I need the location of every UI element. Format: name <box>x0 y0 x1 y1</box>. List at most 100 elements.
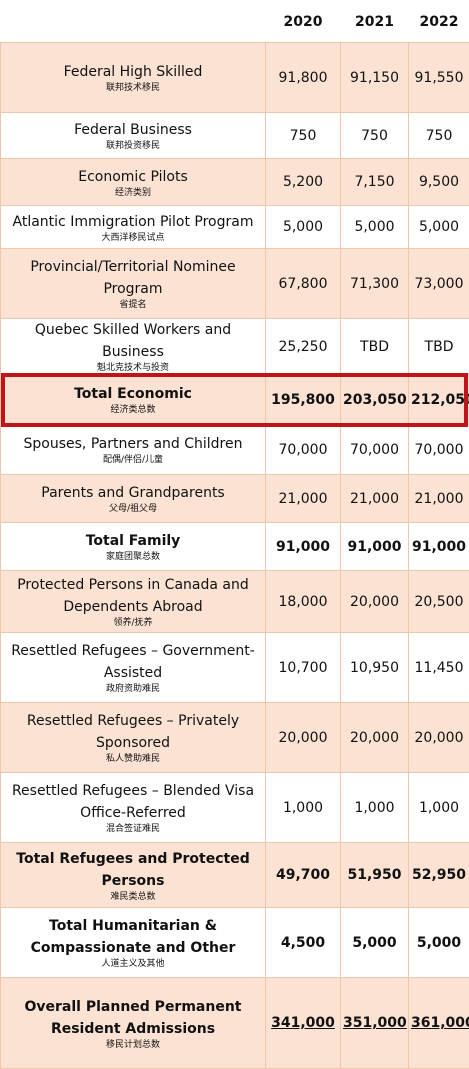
value-cell: 70,000 <box>266 425 341 475</box>
year-header: 2020 <box>266 1 341 43</box>
value-cell: 1,000 <box>266 773 341 843</box>
row-label: Total Humanitarian & Compassionate and O… <box>31 918 236 956</box>
value-cell: 20,000 <box>341 703 409 773</box>
value: 750 <box>426 128 453 144</box>
row-label-cell: Total Family 家庭团聚总数 <box>1 523 266 571</box>
value: 20,000 <box>350 730 399 746</box>
value: 5,000 <box>352 935 396 951</box>
row-label: Economic Pilots <box>78 169 187 185</box>
value: 10,950 <box>350 660 399 676</box>
value-cell: 20,000 <box>409 703 469 773</box>
value: 1,000 <box>354 800 394 816</box>
value: 20,000 <box>350 594 399 610</box>
value: 5,000 <box>354 219 394 235</box>
row-label: Resettled Refugees – Blended Visa Office… <box>12 783 254 821</box>
value: 21,000 <box>279 491 328 507</box>
row-label-cell: Resettled Refugees – Privately Sponsored… <box>1 703 266 773</box>
row-sublabel: 移民计划总数 <box>3 1040 263 1051</box>
value: 70,000 <box>415 442 464 458</box>
value: 5,000 <box>419 219 459 235</box>
value-cell: 73,000 <box>409 249 469 319</box>
table-row: Overall Planned Permanent Resident Admis… <box>1 978 469 1069</box>
row-sublabel: 领养/抚养 <box>3 618 263 629</box>
value-cell: 341,000 <box>266 978 341 1069</box>
value: TBD <box>360 339 389 355</box>
row-sublabel: 大西洋移民试点 <box>3 233 263 244</box>
row-label: Resettled Refugees – Government-Assisted <box>11 643 255 681</box>
value: TBD <box>425 339 454 355</box>
value: 5,000 <box>417 935 461 951</box>
value: 49,700 <box>276 867 330 883</box>
table-row: Total Humanitarian & Compassionate and O… <box>1 908 469 978</box>
value-cell: TBD <box>341 319 409 375</box>
value: 70,000 <box>350 442 399 458</box>
row-sublabel: 配偶/伴侣/儿童 <box>3 455 263 466</box>
value: 21,000 <box>415 491 464 507</box>
value-cell: 91,800 <box>266 43 341 113</box>
value: 73,000 <box>415 276 464 292</box>
value: 18,000 <box>279 594 328 610</box>
year-header: 2021 <box>341 1 409 43</box>
value-cell: 5,000 <box>409 206 469 249</box>
table-row: Protected Persons in Canada and Dependen… <box>1 571 469 633</box>
value-cell: 11,450 <box>409 633 469 703</box>
row-sublabel: 经济类别 <box>3 188 263 199</box>
value: 67,800 <box>279 276 328 292</box>
value: 20,000 <box>279 730 328 746</box>
value: 91,150 <box>350 70 399 86</box>
value: 750 <box>290 128 317 144</box>
row-label: Federal Business <box>74 122 192 138</box>
row-sublabel: 家庭团聚总数 <box>3 552 263 563</box>
value: 4,500 <box>281 935 325 951</box>
value-cell: 21,000 <box>341 475 409 523</box>
value-cell: 10,950 <box>341 633 409 703</box>
row-sublabel: 联邦投资移民 <box>3 141 263 152</box>
row-label: Provincial/Territorial Nominee Program <box>30 259 235 297</box>
row-label-cell: Protected Persons in Canada and Dependen… <box>1 571 266 633</box>
value: 1,000 <box>283 800 323 816</box>
row-label: Total Refugees and Protected Persons <box>16 851 249 889</box>
value-cell: 70,000 <box>341 425 409 475</box>
value-cell: 25,250 <box>266 319 341 375</box>
value: 52,950 <box>412 867 466 883</box>
row-label: Resettled Refugees – Privately Sponsored <box>27 713 239 751</box>
row-label-cell: Resettled Refugees – Government-Assisted… <box>1 633 266 703</box>
row-sublabel: 联邦技术移民 <box>3 83 263 94</box>
value-cell: 5,000 <box>341 206 409 249</box>
value: 5,000 <box>283 219 323 235</box>
row-label-cell: Federal High Skilled 联邦技术移民 <box>1 43 266 113</box>
row-label-cell: Resettled Refugees – Blended Visa Office… <box>1 773 266 843</box>
row-label: Quebec Skilled Workers and Business <box>35 322 231 360</box>
value: 20,000 <box>415 730 464 746</box>
value-cell: 5,000 <box>341 908 409 978</box>
value-cell: 49,700 <box>266 843 341 908</box>
value-cell: 71,300 <box>341 249 409 319</box>
value-cell: 91,000 <box>266 523 341 571</box>
row-label: Spouses, Partners and Children <box>24 436 243 452</box>
value: 5,200 <box>283 174 323 190</box>
value: 10,700 <box>279 660 328 676</box>
value: 351,000 <box>343 1015 407 1031</box>
row-label-cell: Total Humanitarian & Compassionate and O… <box>1 908 266 978</box>
row-label: Total Family <box>86 533 181 549</box>
highlight-box <box>1 373 468 427</box>
table-row: Resettled Refugees – Government-Assisted… <box>1 633 469 703</box>
row-label: Federal High Skilled <box>64 64 203 80</box>
row-label: Protected Persons in Canada and Dependen… <box>17 577 249 615</box>
value: 9,500 <box>419 174 459 190</box>
value-cell: 9,500 <box>409 159 469 206</box>
value-cell: 20,500 <box>409 571 469 633</box>
table-row: Resettled Refugees – Blended Visa Office… <box>1 773 469 843</box>
value-cell: TBD <box>409 319 469 375</box>
